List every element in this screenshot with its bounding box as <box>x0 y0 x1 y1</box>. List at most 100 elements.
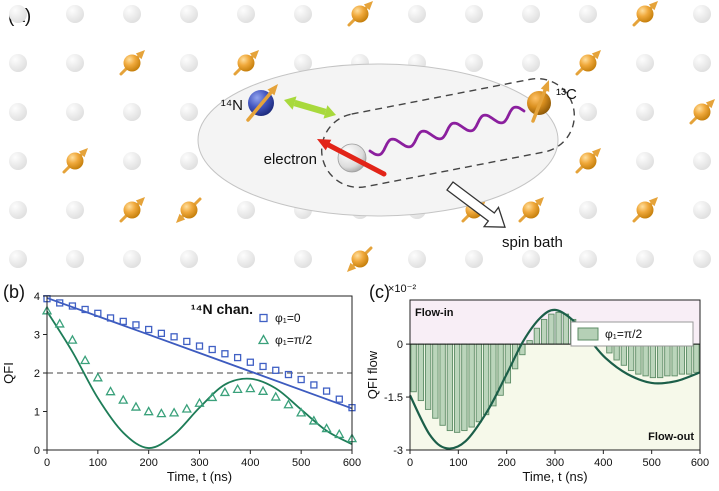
x-tick-label: 200 <box>497 457 515 469</box>
lattice-site <box>636 103 654 121</box>
electron-carbon-dashed-outline <box>320 77 576 189</box>
panel-c-chart: 0 100 200 300 400 500 600 0 -1.5 -3 Flow-in Flow-ou… <box>365 278 719 491</box>
x-axis-label: Time, t (ns) <box>167 469 232 484</box>
x-tick-label: 200 <box>139 457 157 469</box>
lattice-site <box>408 250 426 268</box>
y-tick-label: 2 <box>34 368 40 380</box>
flow-out-label: Flow-out <box>648 431 694 443</box>
lattice-site <box>237 201 255 219</box>
lattice-site <box>693 152 711 170</box>
y-tick-label: 1 <box>34 407 40 419</box>
lattice-site <box>9 103 27 121</box>
bath-spin <box>119 50 145 76</box>
bath-spin <box>119 197 145 223</box>
lattice-site <box>9 5 27 23</box>
lattice-site <box>9 54 27 72</box>
flow-fit-curve <box>409 308 701 450</box>
lattice-site <box>180 152 198 170</box>
lattice-site <box>693 250 711 268</box>
scale-label: ×10⁻² <box>388 283 416 295</box>
bath-spin <box>176 197 202 223</box>
bath-spin <box>347 1 373 27</box>
lattice-site <box>294 54 312 72</box>
lattice-site <box>636 152 654 170</box>
data-markers <box>41 305 358 443</box>
spin-bath-pointer-arrow <box>446 181 506 228</box>
lattice-site <box>636 54 654 72</box>
legend-entry: φ₁=π/2 <box>605 327 642 341</box>
x-axis-label: Time, t (ns) <box>522 469 587 484</box>
x-tick-label: 100 <box>449 457 467 469</box>
x-tick-label: 400 <box>241 457 259 469</box>
bath-spin <box>233 50 259 76</box>
hyperfine-coupling-squiggle <box>368 105 526 157</box>
lattice-site <box>693 201 711 219</box>
x-tick-label: 600 <box>343 457 361 469</box>
lattice-site <box>636 250 654 268</box>
lattice-site <box>579 250 597 268</box>
x-tick-label: 0 <box>44 457 50 469</box>
legend-swatch <box>577 327 599 341</box>
lattice-site <box>294 250 312 268</box>
lattice-site <box>180 5 198 23</box>
x-tick-label: 400 <box>594 457 612 469</box>
lattice-site <box>579 103 597 121</box>
lattice-site <box>66 103 84 121</box>
panel-a-diagram: ¹⁴N electron ¹³C spin bath <box>9 1 715 272</box>
lattice-site <box>579 201 597 219</box>
lattice-site <box>522 54 540 72</box>
lattice-site <box>180 250 198 268</box>
lattice-site <box>123 103 141 121</box>
y-tick-label: 4 <box>34 291 40 303</box>
y-tick-label: -1.5 <box>384 392 403 404</box>
y-tick-label: 0 <box>397 339 403 351</box>
bath-spin <box>575 148 601 174</box>
fit-curve <box>46 310 353 449</box>
lattice-site <box>579 5 597 23</box>
bath-spin <box>632 1 658 27</box>
panel-b-chart: 0 100 200 300 400 500 600 0 1 2 3 4 Time, t (ns) QFI ¹… <box>0 278 365 491</box>
bath-spin <box>575 50 601 76</box>
lattice-site <box>66 250 84 268</box>
y-tick-label: 3 <box>34 330 40 342</box>
x-tick-label: 100 <box>89 457 107 469</box>
lattice-site <box>66 201 84 219</box>
bath-spins <box>62 1 715 272</box>
legend-entry: φ₁=π/2 <box>275 333 312 347</box>
lattice-site <box>123 5 141 23</box>
lattice-diagram-svg: ¹⁴N electron ¹³C spin bath <box>9 1 715 272</box>
defect-region-ellipse <box>197 63 559 217</box>
lattice-site <box>522 250 540 268</box>
lattice-site <box>693 54 711 72</box>
y-axis-label: QFI flow <box>365 350 380 399</box>
x-tick-label: 300 <box>546 457 564 469</box>
lattice-site <box>9 250 27 268</box>
x-tick-label: 600 <box>691 457 709 469</box>
lattice-site <box>180 103 198 121</box>
lattice-site <box>123 250 141 268</box>
lattice-site <box>180 54 198 72</box>
lattice-site <box>237 5 255 23</box>
bath-spin <box>518 197 544 223</box>
lattice-site <box>66 5 84 23</box>
lattice-site <box>693 5 711 23</box>
lattice-site <box>408 5 426 23</box>
electron-label: electron <box>264 151 317 168</box>
bath-spin <box>689 99 715 125</box>
x-tick-label: 0 <box>407 457 413 469</box>
panel-c-label: (c) <box>369 282 390 302</box>
lattice-site <box>465 250 483 268</box>
x-tick-label: 300 <box>190 457 208 469</box>
lattice-site <box>123 152 141 170</box>
y-axis-label: QFI <box>1 362 16 384</box>
lattice-site <box>465 54 483 72</box>
y-tick-label: 0 <box>34 445 40 457</box>
panel-b-label: (b) <box>3 282 25 302</box>
spin-bath-label: spin bath <box>502 234 563 251</box>
spin-arrows <box>246 80 550 177</box>
x-tick-label: 500 <box>642 457 660 469</box>
qfi-chart-svg: 0 100 200 300 400 500 600 0 1 2 3 4 Time, t (ns) QFI ¹… <box>1 291 361 484</box>
x-tick-label: 500 <box>292 457 310 469</box>
bath-spin <box>347 246 373 272</box>
legend-entry: φ₁=0 <box>275 311 301 325</box>
